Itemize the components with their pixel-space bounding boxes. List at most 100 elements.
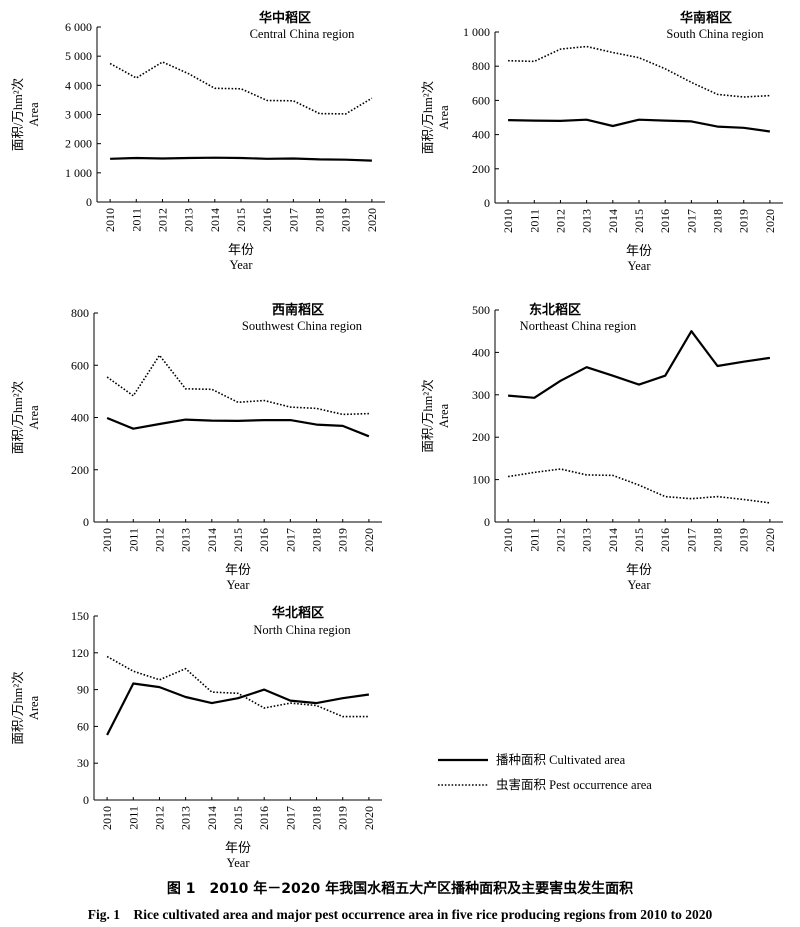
y-tick-label: 90: [77, 683, 89, 697]
y-tick-label: 400: [472, 128, 490, 142]
y-tick-label: 5 000: [65, 49, 92, 63]
x-tick-label: 2020: [763, 528, 777, 552]
series-line-pest: [106, 655, 369, 718]
y-axis-label-en: Area: [437, 105, 451, 130]
legend-pest-label: 虫害面积 Pest occurrence area: [496, 777, 652, 792]
x-tick-label: 2017: [283, 528, 297, 552]
x-tick-label: 2013: [182, 208, 196, 232]
x-tick-label: 2016: [257, 528, 271, 552]
y-tick-label: 100: [472, 473, 490, 487]
x-tick-label: 2012: [553, 209, 567, 233]
x-tick-label: 2015: [632, 209, 646, 233]
x-axis-label-cn: 年份: [225, 840, 251, 855]
series-line-pest: [109, 61, 373, 115]
x-axis-label-en: Year: [627, 578, 651, 592]
y-tick-label: 800: [71, 306, 89, 320]
x-tick-label: 2012: [152, 528, 166, 552]
x-tick-label: 2013: [179, 806, 193, 830]
x-tick-label: 2020: [362, 528, 376, 552]
x-axis-label-en: Year: [229, 258, 253, 272]
y-tick-label: 0: [83, 515, 89, 529]
y-tick-label: 600: [472, 93, 490, 107]
y-tick-label: 300: [472, 388, 490, 402]
x-tick-label: 2012: [152, 806, 166, 830]
x-tick-label: 2017: [684, 528, 698, 552]
x-tick-label: 2018: [313, 208, 327, 232]
legend: 播种面积 Cultivated area 虫害面积 Pest occurrenc…: [438, 753, 652, 792]
chart-title-en: Central China region: [250, 27, 356, 41]
y-axis-label-cn: 面积/万hm²次: [421, 81, 435, 154]
y-tick-label: 500: [472, 303, 490, 317]
x-axis-label-cn: 年份: [228, 242, 254, 257]
x-tick-label: 2020: [763, 209, 777, 233]
x-axis-label-cn: 年份: [626, 243, 652, 258]
series-line-pest: [508, 45, 770, 98]
x-axis-label-en: Year: [226, 856, 250, 870]
chart-title-cn: 西南稻区: [272, 302, 324, 317]
x-tick-label: 2013: [580, 528, 594, 552]
x-tick-label: 2018: [310, 806, 324, 830]
y-tick-label: 200: [472, 430, 490, 444]
x-tick-label: 2017: [286, 208, 300, 232]
chart-south: 0 200 400 600 800 1 000 2010 2011 2012 2013 2014 20…: [421, 10, 783, 273]
x-tick-label: 2012: [553, 528, 567, 552]
x-tick-label: 2017: [684, 209, 698, 233]
chart-panels: 0 1 000 2 000 3 000 4 000 5 000 6 000 2010 2011 2…: [11, 10, 783, 870]
x-tick-label: 2015: [632, 528, 646, 552]
chart-north: 0 30 60 90 120 150 2010 2011 2012 2013 2014 2015 201…: [11, 605, 382, 870]
y-tick-label: 200: [71, 463, 89, 477]
x-tick-label: 2018: [310, 528, 324, 552]
x-axis-label-en: Year: [627, 259, 651, 273]
x-axis-label-cn: 年份: [626, 562, 652, 577]
y-tick-label: 120: [71, 646, 89, 660]
y-axis-label-en: Area: [27, 695, 41, 720]
series-line-cultivated: [106, 682, 370, 736]
y-tick-label: 4 000: [65, 78, 92, 92]
x-tick-label: 2019: [737, 528, 751, 552]
y-axis-label-en: Area: [437, 403, 451, 428]
x-tick-label: 2014: [606, 528, 620, 552]
y-axis-label-cn: 面积/万hm²次: [11, 381, 25, 454]
x-tick-label: 2013: [179, 528, 193, 552]
chart-title-cn: 华中稻区: [259, 10, 311, 25]
y-tick-label: 150: [71, 609, 89, 623]
x-tick-label: 2010: [501, 528, 515, 552]
y-tick-label: 1 000: [463, 25, 490, 39]
chart-southwest: 0 200 400 600 800 2010 2011 2012 2013 2014 2015 201…: [11, 302, 382, 592]
y-tick-label: 400: [472, 345, 490, 359]
y-tick-label: 0: [83, 793, 89, 807]
series-line-pest: [106, 353, 369, 416]
x-tick-label: 2010: [100, 806, 114, 830]
chart-title-en: Northeast China region: [520, 319, 637, 333]
y-axis-label-cn: 面积/万hm²次: [11, 671, 25, 744]
x-tick-label: 2015: [231, 806, 245, 830]
y-tick-label: 0: [484, 196, 490, 210]
x-tick-label: 2019: [737, 209, 751, 233]
chart-northeast: 0 100 200 300 400 500 2010 2011 2012 2013 2014 2015…: [421, 302, 783, 592]
x-tick-label: 2016: [658, 209, 672, 233]
x-tick-label: 2016: [260, 208, 274, 232]
y-tick-label: 0: [86, 195, 92, 209]
x-tick-label: 2016: [257, 806, 271, 830]
series-line-cultivated: [106, 416, 370, 438]
series-line-cultivated: [110, 156, 372, 162]
chart-title-cn: 东北稻区: [529, 302, 581, 317]
x-tick-label: 2011: [527, 528, 541, 552]
y-tick-label: 1 000: [65, 166, 92, 180]
y-tick-label: 0: [484, 515, 490, 529]
figure-caption-cn: 图 1 2010 年－2020 年我国水稻五大产区播种面积及主要害虫发生面积: [166, 881, 634, 897]
x-axis-label-cn: 年份: [225, 562, 251, 577]
x-tick-label: 2011: [126, 528, 140, 552]
y-axis-label-en: Area: [27, 102, 41, 127]
y-tick-label: 800: [472, 59, 490, 73]
x-tick-label: 2010: [100, 528, 114, 552]
x-tick-label: 2010: [501, 209, 515, 233]
chart-title-cn: 华南稻区: [680, 10, 732, 25]
x-tick-label: 2014: [208, 208, 222, 232]
x-tick-label: 2015: [231, 528, 245, 552]
chart-title-en: Southwest China region: [242, 319, 363, 333]
x-tick-label: 2015: [234, 208, 248, 232]
y-tick-label: 3 000: [65, 108, 92, 122]
y-axis-label-cn: 面积/万hm²次: [421, 379, 435, 452]
